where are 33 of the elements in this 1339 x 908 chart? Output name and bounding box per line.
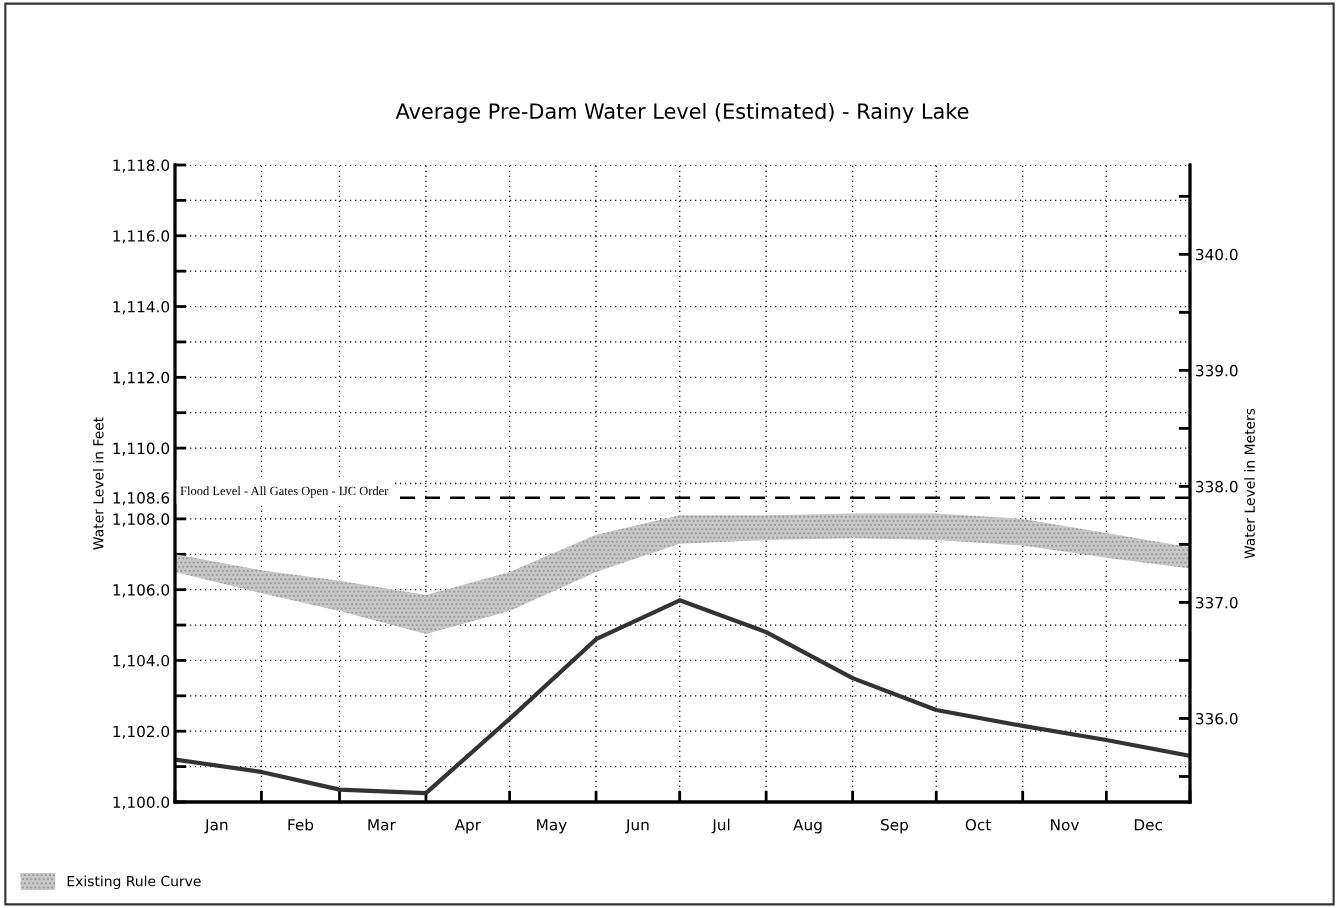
- y2-tick-label: 339.0: [1196, 364, 1238, 377]
- y-tick-label: 1,116.0: [113, 230, 170, 244]
- x-tick-label: Oct: [965, 818, 991, 831]
- x-tick-label: May: [537, 819, 567, 834]
- y-tick-label: 1,114.0: [113, 301, 170, 315]
- x-tick-label: Jul: [711, 818, 730, 834]
- x-tick-label: Apr: [454, 819, 481, 834]
- y-tick-label: 1,102.0: [113, 725, 170, 739]
- x-tick-label: Sep: [881, 818, 908, 834]
- y2-tick-label: 336.0: [1196, 712, 1238, 725]
- y2-tick-label: 337.0: [1196, 596, 1238, 609]
- x-tick-label: Feb: [288, 818, 314, 831]
- y-tick-label: 1,112.0: [113, 371, 170, 385]
- legend-label: Existing Rule Curve: [67, 875, 201, 890]
- chart-title: Average Pre-Dam Water Level (Estimated) - Rainy Lake: [395, 102, 969, 124]
- x-tick-label: Jun: [625, 819, 649, 834]
- y-tick-label: 1,110.0: [113, 442, 170, 456]
- x-tick-label: Jan: [204, 819, 228, 834]
- x-tick-label: Dec: [1134, 819, 1163, 831]
- y-tick-label: 1,104.0: [113, 654, 170, 669]
- x-tick-label: Aug: [793, 819, 822, 834]
- x-tick-label: Nov: [1051, 819, 1079, 831]
- y-tick-label: 1,108.6: [113, 492, 170, 506]
- y-tick-label: 1,118.0: [113, 159, 170, 173]
- y2-axis-title: Water Level in Meters: [1244, 408, 1255, 559]
- x-tick-label: Mar: [368, 819, 396, 831]
- y2-tick-label: 340.0: [1196, 248, 1238, 261]
- y-tick-label: 1,108.0: [113, 513, 170, 527]
- y-tick-label: 1,100.0: [113, 796, 170, 810]
- y-tick-label: 1,106.0: [113, 584, 170, 598]
- y2-tick-label: 338.0: [1196, 480, 1238, 493]
- ref-line-label: Flood Level - All Gates Open - IJC Order: [180, 486, 389, 498]
- y-axis-title: Water Level in Feet: [92, 417, 104, 550]
